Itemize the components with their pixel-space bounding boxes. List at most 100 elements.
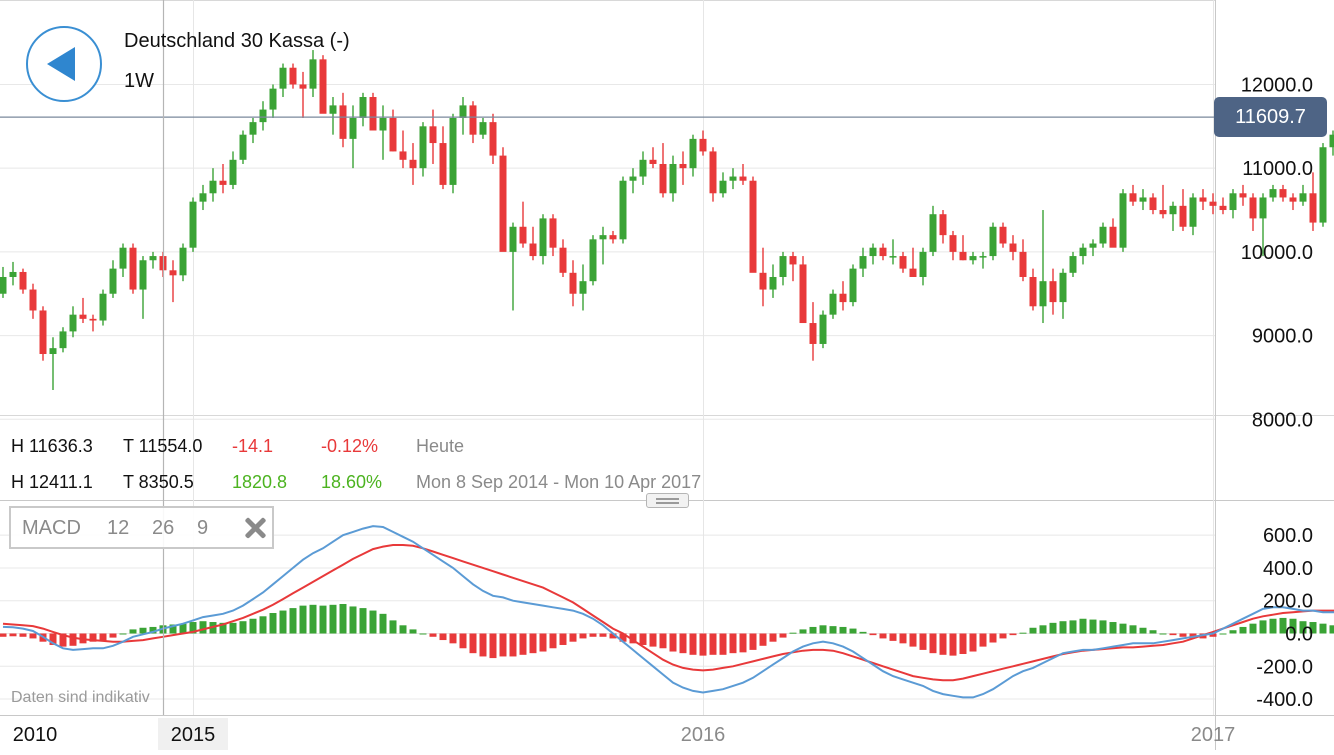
period-selector[interactable]: 1W <box>124 70 154 93</box>
candle-body <box>320 59 327 113</box>
candle-body <box>170 270 177 275</box>
back-button[interactable] <box>26 26 102 102</box>
macd-histogram-bar <box>750 634 757 650</box>
candle-body <box>1170 206 1177 214</box>
macd-histogram-bar <box>1170 634 1177 636</box>
candle-body <box>610 235 617 239</box>
candle-body <box>90 319 97 321</box>
candle-body <box>410 160 417 168</box>
candle-body <box>1190 197 1197 226</box>
macd-histogram-bar <box>840 627 847 634</box>
macd-histogram-bar <box>830 626 837 633</box>
candle-body <box>690 139 697 168</box>
macd-tick-label: 600.0 <box>1263 525 1313 547</box>
candle-body <box>180 248 187 276</box>
macd-histogram-bar <box>1010 634 1017 636</box>
candle-body <box>1220 206 1227 210</box>
candle-body <box>240 135 247 160</box>
candle-body <box>890 256 897 258</box>
candle-body <box>430 126 437 143</box>
time-tick-label: 2010 <box>13 724 58 746</box>
candle-body <box>1140 197 1147 201</box>
macd-histogram-bar <box>570 634 577 642</box>
candle-body <box>1050 281 1057 302</box>
macd-histogram-bar <box>870 634 877 636</box>
candle-body <box>750 181 757 273</box>
macd-histogram-bar <box>960 634 967 654</box>
candle-body <box>900 256 907 269</box>
candle-body <box>820 315 827 344</box>
macd-histogram-bar <box>1060 621 1067 633</box>
macd-histogram-bar <box>320 606 327 634</box>
candle-body <box>1320 147 1327 222</box>
macd-histogram-bar <box>970 634 977 652</box>
macd-histogram-bar <box>410 629 417 633</box>
candle-body <box>1160 210 1167 214</box>
macd-histogram-bar <box>880 634 887 639</box>
candle-body <box>630 177 637 181</box>
candle-body <box>590 239 597 281</box>
macd-histogram-bar <box>310 605 317 634</box>
macd-histogram-bar <box>860 632 867 634</box>
macd-histogram-bar <box>550 634 557 649</box>
macd-histogram-bar <box>650 634 657 647</box>
candle-body <box>450 118 457 185</box>
macd-histogram-bar <box>450 634 457 644</box>
candle-body <box>680 164 687 168</box>
pane-resize-handle[interactable] <box>646 493 689 508</box>
candle-body <box>1080 248 1087 256</box>
candle-body <box>1200 197 1207 201</box>
candles <box>0 50 1334 390</box>
macd-histogram-bar <box>950 634 957 656</box>
time-tick-label: 2016 <box>681 724 726 746</box>
candle-body <box>800 264 807 323</box>
macd-histogram-bar <box>430 634 437 637</box>
candle-body <box>810 323 817 344</box>
candle-body <box>650 160 657 164</box>
macd-histogram-bar <box>720 634 727 655</box>
macd-histogram-bar <box>130 629 137 633</box>
macd-indicator-box[interactable]: MACD 12 26 9 <box>9 506 274 549</box>
candle-body <box>470 105 477 134</box>
macd-histogram-bar <box>70 634 77 646</box>
macd-slow: 26 <box>152 517 174 540</box>
candle-body <box>1030 277 1037 306</box>
macd-histogram-bar <box>1220 634 1227 635</box>
macd-histogram-bar <box>480 634 487 657</box>
candle-body <box>1330 135 1334 148</box>
candle-body <box>1020 252 1027 277</box>
candle-body <box>760 273 767 290</box>
close-icon[interactable] <box>239 512 271 544</box>
back-arrow-icon <box>47 47 75 81</box>
macd-histogram-bar <box>1140 628 1147 634</box>
candle-body <box>1210 202 1217 206</box>
candle-body <box>1180 206 1187 227</box>
candle-body <box>310 59 317 88</box>
macd-histogram-bar <box>1270 619 1277 634</box>
candle-body <box>490 122 497 155</box>
macd-tick-label: 400.0 <box>1263 558 1313 580</box>
macd-histogram-bar <box>760 634 767 646</box>
macd-histogram-bar <box>1250 624 1257 634</box>
macd-signal: 9 <box>197 517 208 540</box>
macd-histogram-bar <box>1330 625 1334 633</box>
macd-histogram-bar <box>500 634 507 657</box>
macd-histogram-bar <box>800 629 807 633</box>
macd-histogram-bar <box>1230 630 1237 633</box>
macd-histogram-bar <box>730 634 737 654</box>
candle-body <box>920 252 927 277</box>
range-high: H 12411.1 <box>11 472 93 493</box>
candle-body <box>140 260 147 289</box>
candle-body <box>520 227 527 244</box>
candle-body <box>330 105 337 113</box>
macd-histogram-bar <box>520 634 527 655</box>
candle-body <box>530 244 537 257</box>
candle-body <box>560 248 567 273</box>
candle-body <box>670 164 677 193</box>
candle-body <box>1150 197 1157 210</box>
macd-histogram-bar <box>770 634 777 642</box>
candle-body <box>940 214 947 235</box>
